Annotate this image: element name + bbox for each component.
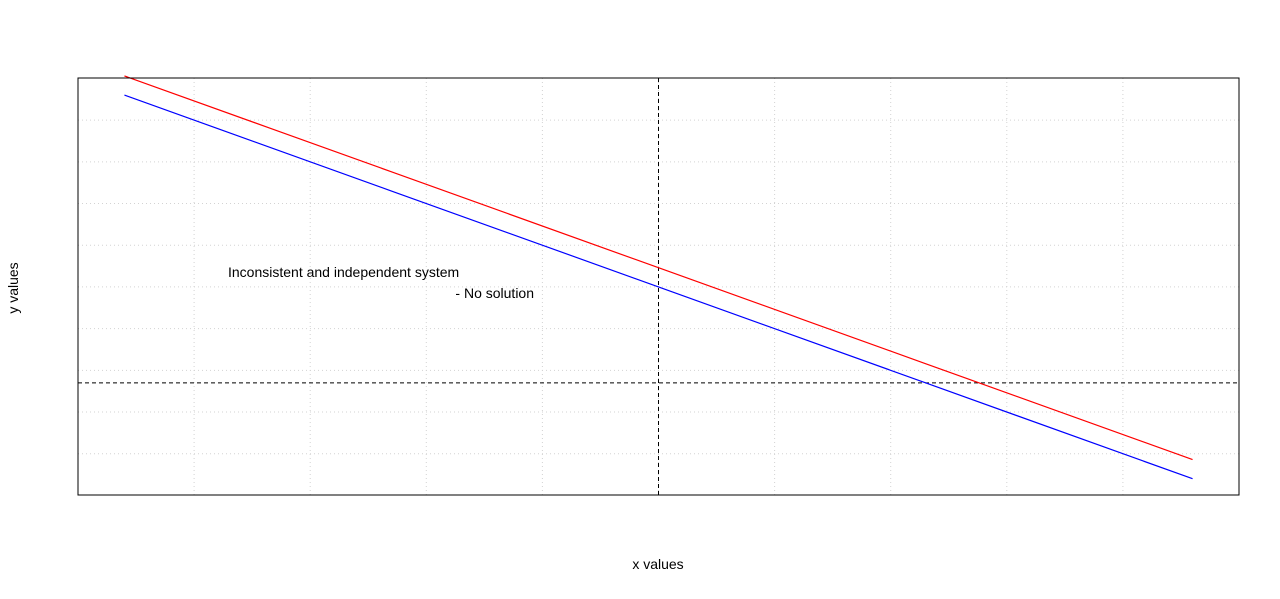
plot-frame — [77, 77, 1240, 496]
series-line — [124, 94, 1193, 480]
annotation: - No solution — [455, 285, 534, 301]
x-axis-label: x values — [632, 556, 683, 572]
annotation: Inconsistent and independent system — [228, 264, 459, 280]
series-line — [124, 75, 1193, 461]
y-axis-label: y values — [5, 262, 21, 313]
